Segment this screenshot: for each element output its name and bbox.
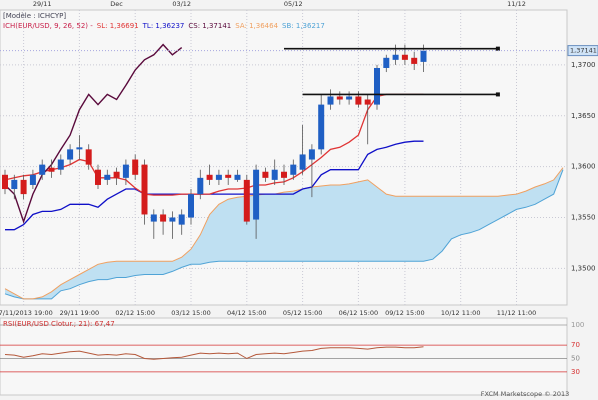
indicator-line — [4, 167, 564, 300]
x-tick-label: 29/11 19:00 — [60, 309, 100, 317]
candle-body — [364, 99, 371, 105]
x-tick-label: 03/12 15:00 — [171, 309, 211, 317]
x-tick-label: 02/12 15:00 — [115, 309, 155, 317]
top-tick-label: 05/12 — [284, 0, 303, 8]
candle-body — [197, 177, 204, 195]
candle-body — [262, 171, 269, 178]
x-tick-label: 06/12 15:00 — [339, 309, 379, 317]
candle-body — [327, 96, 334, 105]
candle-body — [401, 54, 408, 60]
y-tick-label: 1,3650 — [571, 112, 596, 120]
candle-body — [113, 171, 120, 178]
candle-body — [383, 57, 390, 68]
candle-body — [85, 149, 92, 165]
candle-body — [48, 167, 55, 172]
candle-body — [104, 174, 111, 180]
candle-body — [253, 169, 260, 220]
candle-body — [95, 169, 101, 185]
candle-body — [355, 96, 362, 105]
rsi-title: RSI(EUR/USD Clotur.; 21): 67,47 — [3, 320, 115, 328]
candle-body — [206, 174, 213, 180]
x-tick-label: 05/12 15:00 — [283, 309, 323, 317]
template-label: [Modèle : ICHCYP] — [3, 12, 66, 20]
candle-body — [308, 149, 315, 160]
candle-body — [39, 164, 46, 175]
candle-body — [122, 164, 129, 178]
y-tick-label: 70 — [571, 341, 580, 349]
candle-body — [160, 214, 167, 222]
candle-body — [281, 171, 287, 178]
rsi-panel — [0, 317, 568, 396]
y-tick-label: 1,3550 — [571, 214, 596, 222]
x-tick-label: 10/12 11:00 — [441, 309, 481, 317]
candle-body — [318, 104, 325, 150]
top-tick-label: 29/11 — [33, 0, 52, 8]
y-tick-label: 1,3600 — [571, 163, 596, 171]
candle-body — [420, 50, 427, 62]
indicator-line — [4, 169, 564, 300]
candle-body — [132, 159, 139, 175]
last-price-box — [567, 45, 598, 57]
candle-body — [346, 96, 353, 100]
candle-body — [299, 154, 306, 170]
candle-body — [234, 174, 241, 180]
candle-body — [76, 147, 83, 150]
candle-body — [2, 174, 8, 190]
top-tick-label: 03/12 — [172, 0, 191, 8]
y-tick-label: 1,3700 — [571, 61, 596, 69]
indicator-line — [5, 140, 424, 231]
drawn-line-handle — [495, 46, 500, 51]
x-tick-label: 27/11/2013 19:00 — [0, 309, 53, 317]
x-tick-label: 09/12 15:00 — [385, 309, 425, 317]
candle-body — [67, 149, 74, 160]
legend: ICH(EUR/USD, 9, 26, 52) - SL: 1,36691 TL: … — [3, 22, 325, 30]
candle-body — [169, 217, 176, 222]
candle-body — [141, 164, 148, 215]
candle-body — [188, 194, 194, 218]
candle-body — [271, 169, 278, 180]
candle-body — [57, 159, 64, 170]
candle-body — [290, 164, 297, 175]
legend-entry: SB: 1,36217 — [282, 22, 325, 30]
legend-indicator: ICH(EUR/USD, 9, 26, 52) - — [3, 22, 93, 30]
legend-entry: TL: 1,36237 — [142, 22, 185, 30]
cloud — [5, 167, 563, 299]
last-price-label: 1,37141 — [570, 47, 597, 55]
top-tick-label: 11/12 — [507, 0, 526, 8]
candle-body — [150, 214, 157, 222]
rsi-line — [4, 346, 424, 360]
candle-body — [29, 174, 36, 185]
y-tick-label: 50 — [571, 355, 580, 363]
candle-body — [336, 96, 343, 100]
y-tick-label: 1,3500 — [571, 264, 596, 272]
y-tick-label: 100 — [571, 321, 584, 329]
candle-body — [392, 54, 399, 60]
candle-body — [374, 67, 380, 105]
candle-body — [215, 174, 222, 180]
x-tick-label: 11/12 11:00 — [497, 309, 537, 317]
legend-entry: SL: 1,36691 — [97, 22, 139, 30]
legend-entry: SA: 1,36464 — [235, 22, 278, 30]
candle-body — [243, 179, 250, 222]
indicator-line — [4, 93, 424, 196]
candle-body — [178, 214, 185, 225]
indicator-line — [4, 43, 183, 224]
footer: FXCM Marketscope © 2013 — [481, 390, 570, 398]
top-tick-label: Dec — [110, 0, 123, 8]
y-tick-label: 30 — [571, 368, 580, 376]
candle-body — [20, 179, 27, 195]
candle-body — [411, 57, 418, 64]
x-tick-label: 04/12 15:00 — [227, 309, 267, 317]
drawn-line-handle — [495, 92, 500, 97]
candle-body — [225, 174, 232, 178]
legend-entry: CS: 1,37141 — [188, 22, 231, 30]
candle-body — [11, 179, 18, 190]
